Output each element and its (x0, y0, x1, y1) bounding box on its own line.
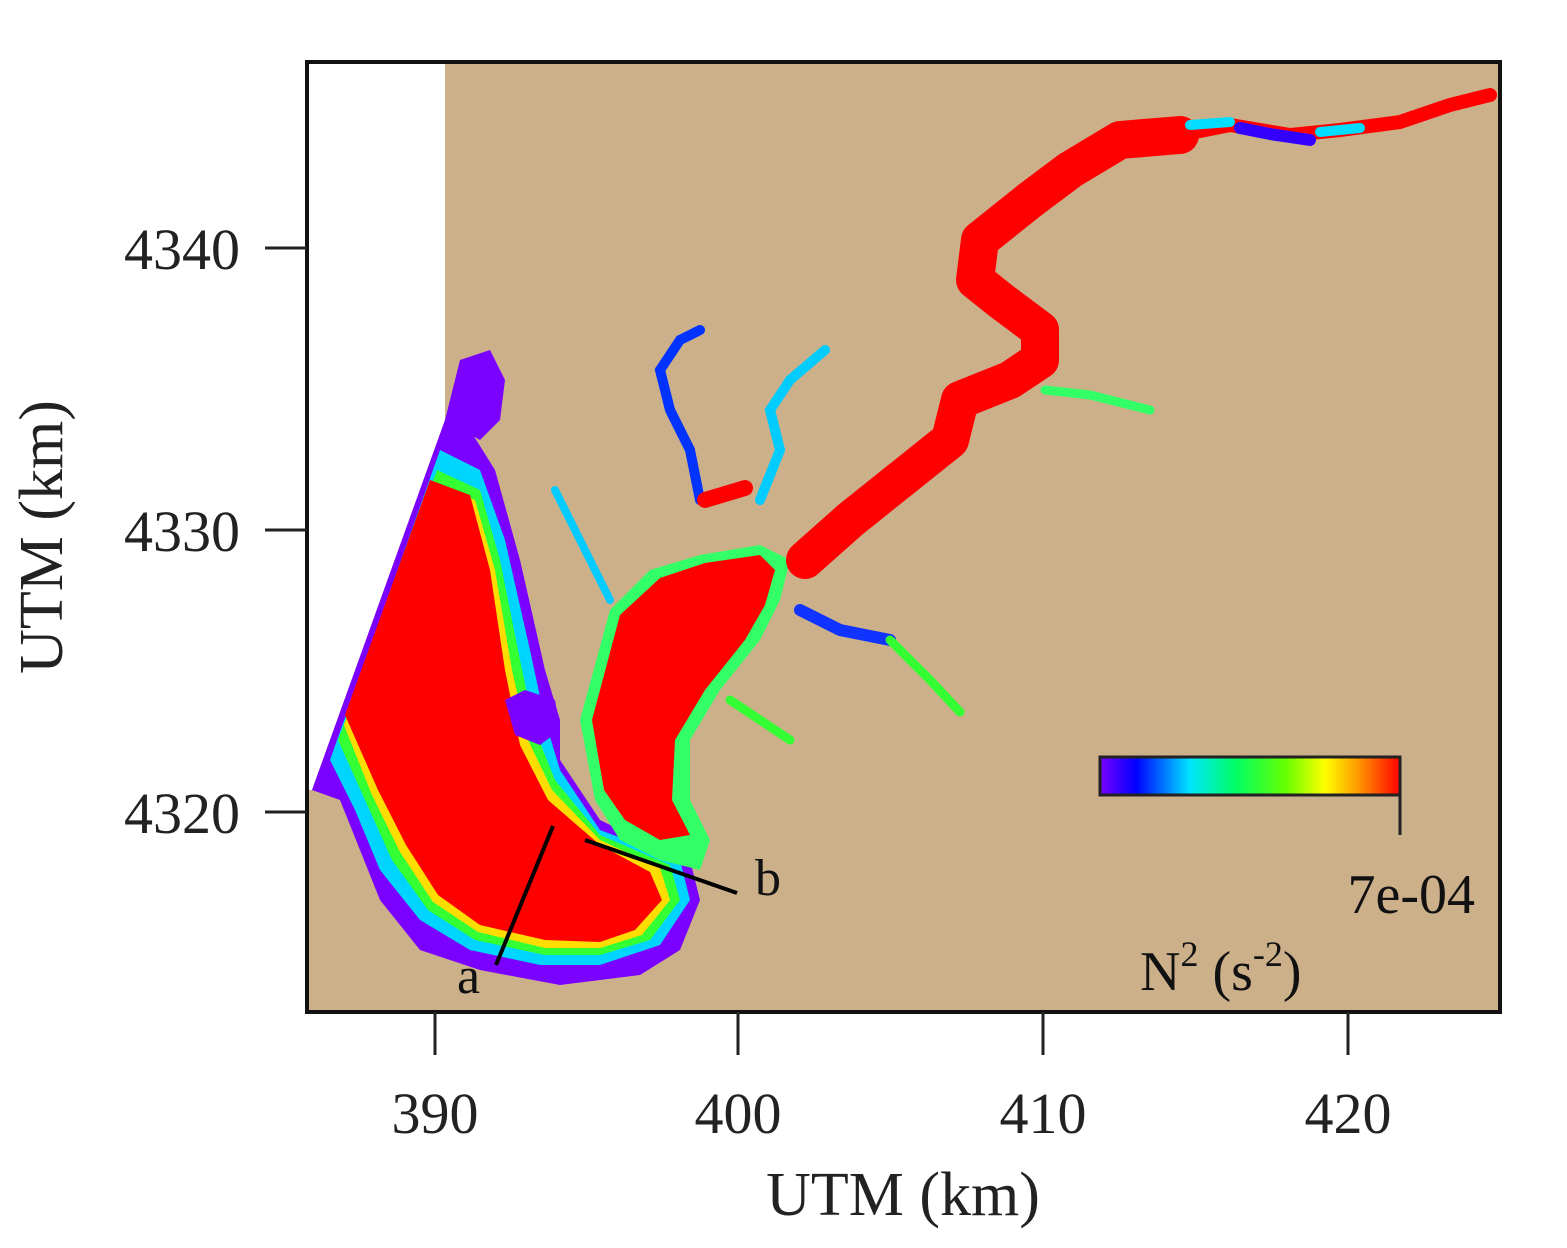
river-upper-cyan (1185, 117, 1365, 137)
x-tick-label-410: 410 (1000, 1081, 1087, 1146)
tributary-west-cyan (551, 486, 614, 604)
tributary-east-blue (794, 604, 896, 646)
y-axis (265, 246, 307, 814)
colorbar-title: N2 (s-2) (1140, 934, 1302, 1003)
x-tick-label-400: 400 (695, 1081, 782, 1146)
river-channel (786, 116, 1199, 579)
y-tick-label-4320: 4320 (124, 781, 240, 846)
transect-a-line (494, 825, 555, 966)
x-axis-title: UTM (km) (766, 1161, 1040, 1229)
river-upper-mix (1234, 122, 1316, 146)
east-arm-red (592, 555, 775, 840)
water-layer (312, 88, 1497, 985)
inlet-purple (505, 690, 560, 745)
tributary-red-small (697, 480, 753, 508)
inlet-blue-north (445, 350, 505, 440)
x-axis (433, 1012, 1350, 1055)
colorbar-title-unit-close: ) (1283, 941, 1302, 1003)
tributary-north-cyan (755, 345, 830, 505)
transect-b-line (584, 838, 738, 895)
colorbar-title-unit-sup: -2 (1253, 934, 1283, 974)
transect-a-label: a (457, 948, 480, 1005)
no-data-region (307, 62, 445, 790)
y-tick-label-4340: 4340 (124, 217, 240, 282)
colorbar-title-quantity: N (1140, 941, 1180, 1003)
transect-b-label: b (755, 850, 781, 907)
colorbar-title-quantity-sup: 2 (1180, 934, 1198, 974)
colorbar-max-label: 7e-04 (1347, 864, 1475, 926)
plot-frame (305, 60, 1502, 1014)
tributary-east-green (725, 635, 965, 745)
bay-red-core (345, 480, 662, 942)
x-tick-label-390: 390 (392, 1081, 479, 1146)
y-tick-label-4330: 4330 (124, 499, 240, 564)
colorbar-bar (1098, 755, 1402, 797)
tributary-north-blue (654, 325, 705, 505)
y-axis-title: UTM (km) (8, 400, 76, 674)
tributary-river-green (1040, 385, 1155, 415)
colorbar-title-unit-open: (s (1198, 941, 1252, 1003)
x-tick-label-420: 420 (1305, 1081, 1392, 1146)
